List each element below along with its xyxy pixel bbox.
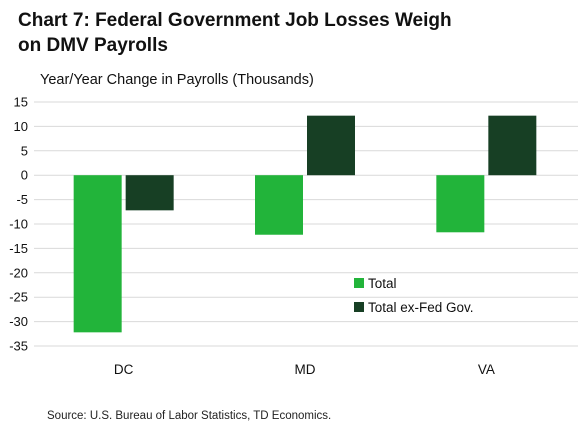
- gridlines: [34, 101, 578, 347]
- y-tick-label: -10: [9, 217, 28, 232]
- bar-va-total: [436, 175, 485, 233]
- x-axis-labels: DC MD VA: [114, 362, 495, 377]
- y-tick-label: 10: [14, 119, 28, 134]
- legend: Total Total ex-Fed Gov.: [354, 276, 474, 315]
- bar-md-ex-fed: [307, 115, 355, 176]
- chart-title-line-1: Chart 7: Federal Government Job Losses W…: [18, 10, 452, 31]
- bars: [73, 115, 537, 333]
- x-tick-label: MD: [295, 362, 316, 377]
- chart-title-line-2: on DMV Payrolls: [18, 35, 168, 56]
- legend-label: Total ex-Fed Gov.: [368, 300, 474, 315]
- y-tick-label: 5: [21, 143, 28, 158]
- legend-swatch: [354, 278, 364, 288]
- y-tick-label: -20: [9, 265, 28, 280]
- legend-swatch: [354, 302, 364, 312]
- bar-md-total: [255, 175, 303, 235]
- y-tick-label: -5: [16, 192, 28, 207]
- y-tick-label: 15: [14, 95, 28, 110]
- y-tick-label: -35: [9, 339, 28, 354]
- bar-dc-ex-fed: [125, 175, 174, 211]
- source-note: Source: U.S. Bureau of Labor Statistics,…: [47, 410, 332, 422]
- x-tick-label: DC: [114, 362, 134, 377]
- y-tick-label: -15: [9, 241, 28, 256]
- bar-va-ex-fed: [488, 115, 537, 176]
- y-axis-label: Year/Year Change in Payrolls (Thousands): [40, 72, 314, 88]
- legend-label: Total: [368, 276, 397, 291]
- bar-dc-total: [73, 175, 122, 333]
- y-axis-ticks: 15 10 5 0 -5 -10 -15 -20 -25 -30 -35: [9, 95, 28, 354]
- y-tick-label: -25: [9, 290, 28, 305]
- y-tick-label: -30: [9, 314, 28, 329]
- x-tick-label: VA: [478, 362, 495, 377]
- chart-title: Chart 7: Federal Government Job Losses W…: [18, 8, 558, 58]
- y-tick-label: 0: [21, 168, 28, 183]
